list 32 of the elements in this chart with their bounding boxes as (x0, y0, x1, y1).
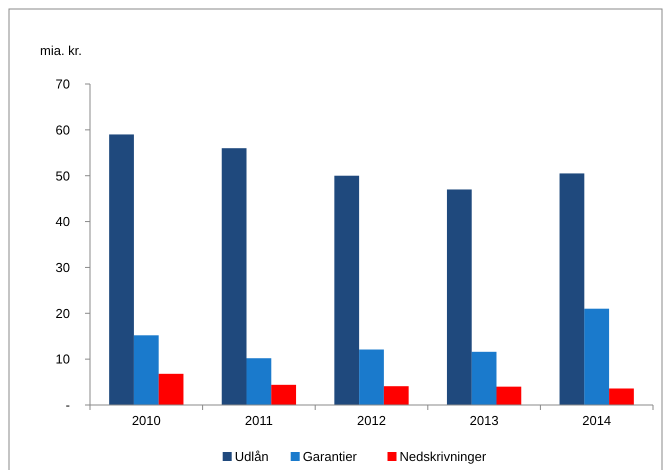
y-tick-label: 30 (56, 260, 70, 275)
bar (584, 308, 610, 405)
x-tick-label: 2010 (132, 413, 161, 428)
y-tick-label: 70 (56, 76, 70, 92)
bar (359, 350, 384, 405)
x-tick-label: 2011 (244, 413, 273, 428)
bar (334, 176, 360, 405)
x-tick-label: 2014 (582, 413, 612, 428)
bar (271, 384, 296, 405)
bar (158, 374, 184, 405)
legend-label: Nedskrivninger (400, 449, 487, 464)
bar (446, 189, 472, 405)
legend-label: Garantier (302, 449, 358, 464)
bar (384, 386, 409, 405)
y-tick-label: 60 (56, 122, 70, 138)
y-tick-label: 50 (56, 168, 70, 184)
bar (496, 386, 522, 405)
x-tick-label: 2012 (357, 413, 386, 428)
x-tick-label: 2013 (470, 413, 499, 428)
bar (609, 388, 634, 405)
bar (109, 134, 134, 405)
y-tick-label: 10 (56, 352, 70, 367)
y-axis-title: mia. kr. (40, 43, 82, 58)
bar (560, 173, 584, 405)
bar (222, 148, 247, 405)
bar (134, 335, 159, 405)
legend-label: Udlån (234, 449, 269, 464)
y-tick-label: - (66, 398, 70, 413)
y-tick-label: 20 (56, 306, 70, 321)
bar (472, 352, 496, 405)
y-tick-label: 40 (56, 214, 70, 230)
bar (246, 358, 272, 405)
